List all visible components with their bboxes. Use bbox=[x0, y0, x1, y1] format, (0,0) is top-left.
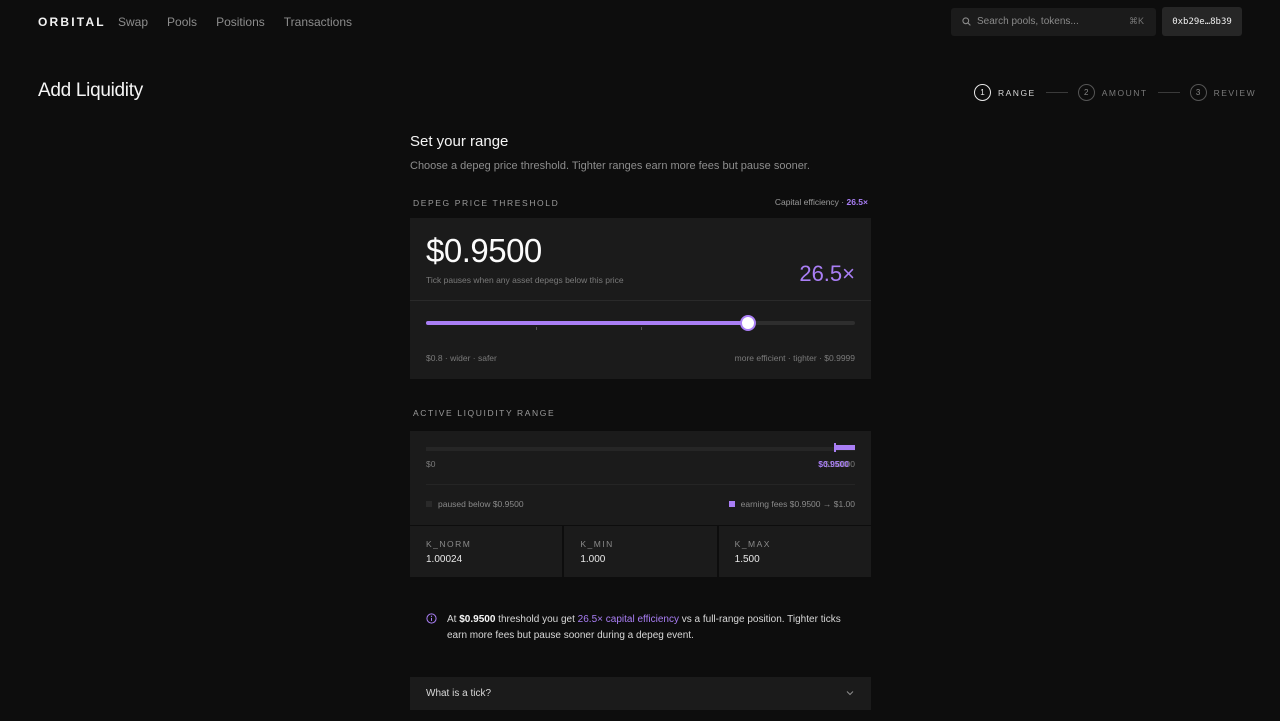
efficiency-value: 26.5× bbox=[799, 261, 855, 286]
legend-swatch-paused bbox=[426, 501, 432, 507]
step-amount[interactable]: 2 AMOUNT bbox=[1077, 84, 1148, 101]
k-value: 1.000 bbox=[580, 554, 606, 565]
step-connector bbox=[1045, 92, 1068, 93]
search-shortcut: ⌘K bbox=[1128, 16, 1144, 26]
top-nav: ORBITAL Swap Pools Positions Transaction… bbox=[0, 0, 1280, 44]
k-label: K_MIN bbox=[580, 539, 614, 549]
legend-earning: earning fees $0.9500 → $1.00 bbox=[728, 499, 855, 509]
info-prefix: At bbox=[447, 614, 460, 625]
legend-paused-text: paused below $0.9500 bbox=[438, 499, 524, 509]
info-suffix: vs a full-range position. Tighter ticks … bbox=[447, 614, 841, 641]
k-value: 1.00024 bbox=[426, 554, 463, 565]
nav-link-transactions[interactable]: Transactions bbox=[283, 15, 353, 29]
legend-paused: paused below $0.9500 bbox=[426, 499, 524, 509]
info-icon bbox=[426, 613, 437, 624]
liquidity-active-segment bbox=[833, 445, 855, 450]
info-callout: At $0.9500 threshold you get 26.5× capit… bbox=[410, 612, 871, 652]
faq-question: What is a tick? bbox=[426, 688, 492, 699]
step-range[interactable]: 1 RANGE bbox=[974, 84, 1036, 101]
step-number: 1 bbox=[974, 84, 991, 101]
slider-fill bbox=[426, 321, 748, 325]
wallet-button[interactable]: 0xb29e…8b39 bbox=[1162, 7, 1242, 36]
section-heading: Set your range bbox=[410, 133, 509, 150]
active-range-card: $0 $1.0000 $0.9500 paused below $0.9500 … bbox=[410, 431, 871, 577]
stepper: 1 RANGE 2 AMOUNT 3 REVIEW bbox=[974, 84, 1256, 101]
faq-tick[interactable]: What is a tick? bbox=[410, 677, 871, 710]
slider-min-label: $0.8 · wider · safer bbox=[426, 353, 497, 363]
step-label: RANGE bbox=[998, 87, 1036, 98]
chevron-down-icon bbox=[846, 691, 854, 696]
threshold-marker-label: $0.9500 bbox=[818, 459, 849, 469]
active-range-label: ACTIVE LIQUIDITY RANGE bbox=[413, 408, 556, 418]
k-label: K_NORM bbox=[426, 539, 472, 549]
range-low-label: $0 bbox=[426, 459, 436, 469]
k-max-cell: K_MAX 1.500 bbox=[719, 526, 871, 577]
threshold-header: DEPEG PRICE THRESHOLD Capital efficiency… bbox=[410, 197, 871, 211]
k-value: 1.500 bbox=[734, 554, 760, 565]
nav-link-positions[interactable]: Positions bbox=[216, 15, 265, 29]
slider-max-label: more efficient · tighter · $0.9999 bbox=[734, 353, 855, 363]
slider-tick bbox=[535, 327, 537, 330]
k-min-cell: K_MIN 1.000 bbox=[564, 526, 719, 577]
search-icon bbox=[962, 17, 971, 26]
liquidity-range-bar bbox=[426, 443, 855, 452]
capital-efficiency-prefix: Capital efficiency · bbox=[774, 197, 847, 207]
k-label: K_MAX bbox=[734, 539, 771, 549]
threshold-slider[interactable] bbox=[426, 315, 855, 331]
nav-links: Swap Pools Positions Transactions bbox=[118, 15, 352, 29]
liquidity-threshold-marker bbox=[833, 443, 836, 452]
search-placeholder: Search pools, tokens... bbox=[977, 16, 1079, 27]
threshold-label: DEPEG PRICE THRESHOLD bbox=[413, 198, 560, 208]
active-range-header: ACTIVE LIQUIDITY RANGE bbox=[410, 408, 871, 420]
threshold-note: Tick pauses when any asset depegs below … bbox=[426, 275, 624, 285]
info-highlight: 26.5× capital efficiency bbox=[577, 614, 679, 625]
info-text: At $0.9500 threshold you get 26.5× capit… bbox=[447, 612, 857, 643]
step-review[interactable]: 3 REVIEW bbox=[1189, 84, 1257, 101]
k-norm-cell: K_NORM 1.00024 bbox=[410, 526, 565, 577]
capital-efficiency-summary: Capital efficiency · 26.5× bbox=[775, 197, 868, 207]
step-connector bbox=[1157, 92, 1180, 93]
step-label: AMOUNT bbox=[1101, 87, 1148, 98]
info-price: $0.9500 bbox=[459, 614, 496, 625]
search-input[interactable]: Search pools, tokens... ⌘K bbox=[951, 8, 1156, 36]
step-number: 2 bbox=[1077, 84, 1095, 101]
slider-tick bbox=[640, 327, 642, 330]
page-title: Add Liquidity bbox=[38, 80, 143, 101]
nav-link-pools[interactable]: Pools bbox=[167, 15, 198, 29]
nav-link-swap[interactable]: Swap bbox=[118, 15, 149, 29]
step-number: 3 bbox=[1189, 84, 1207, 101]
k-values-grid: K_NORM 1.00024 K_MIN 1.000 K_MAX 1.500 bbox=[410, 525, 871, 577]
divider bbox=[426, 484, 855, 485]
range-high-label: $1.0000 bbox=[824, 459, 855, 469]
step-label: REVIEW bbox=[1213, 87, 1257, 98]
section-subheading: Choose a depeg price threshold. Tighter … bbox=[410, 160, 810, 172]
threshold-price: $0.9500 bbox=[426, 232, 542, 269]
threshold-card: $0.9500 Tick pauses when any asset depeg… bbox=[410, 218, 871, 379]
legend-swatch-earning bbox=[728, 501, 735, 507]
capital-efficiency-value: 26.5× bbox=[846, 197, 868, 207]
info-mid: threshold you get bbox=[495, 614, 578, 625]
logo[interactable]: ORBITAL bbox=[38, 15, 106, 29]
legend-earning-text: earning fees $0.9500 → $1.00 bbox=[740, 499, 855, 509]
threshold-display: $0.9500 Tick pauses when any asset depeg… bbox=[410, 218, 871, 301]
slider-handle[interactable] bbox=[739, 315, 756, 331]
